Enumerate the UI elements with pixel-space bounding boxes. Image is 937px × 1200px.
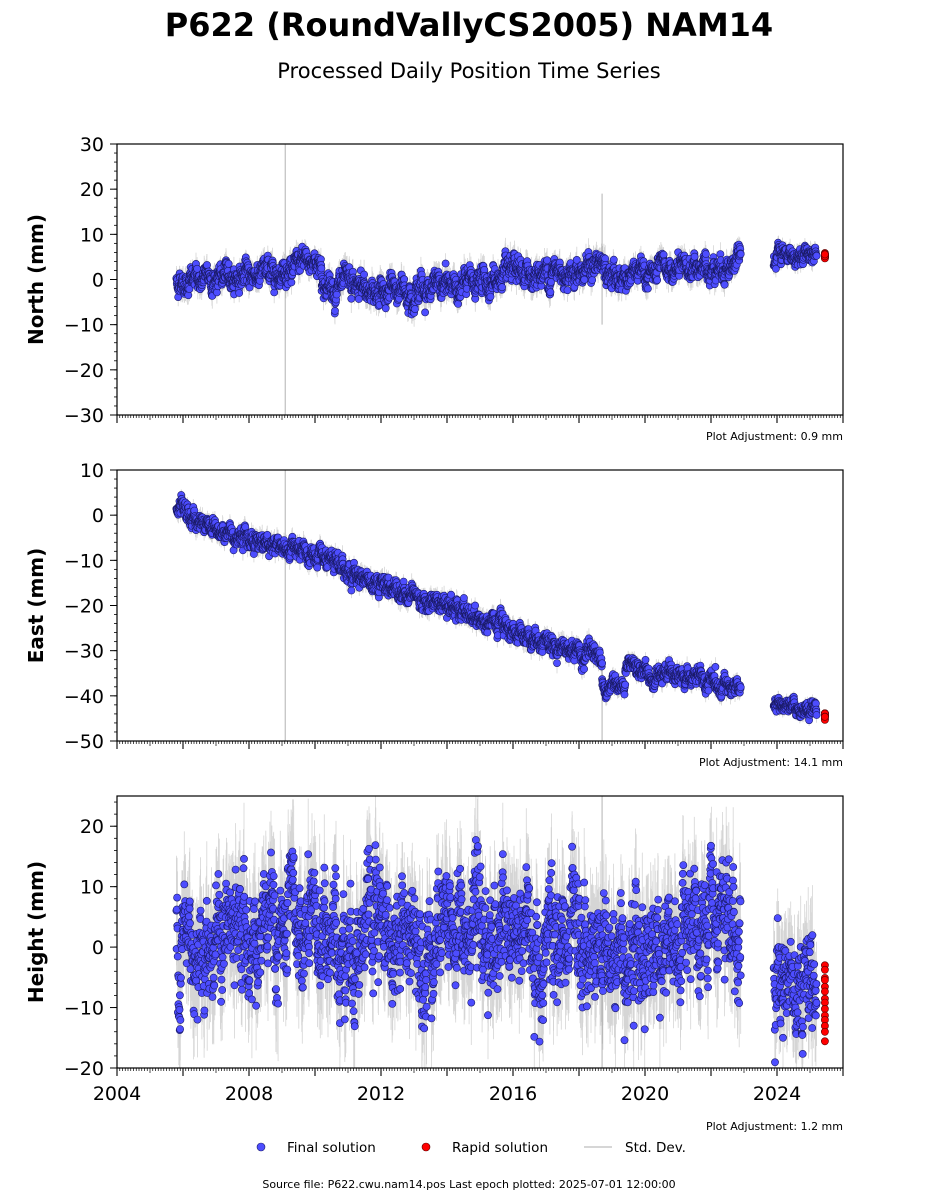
north-final-point (702, 250, 710, 258)
north-final-point (736, 250, 745, 258)
north-final-point (235, 289, 244, 297)
north-final-point (332, 290, 341, 299)
north-final-point (360, 270, 368, 279)
north-final-point (486, 292, 495, 301)
north-final-point (580, 275, 589, 284)
east-final-point (483, 628, 492, 637)
north-y-tick-label: 20 (80, 179, 104, 201)
north-plot-area (172, 144, 829, 415)
north-rapid-point (821, 250, 829, 259)
north-final-point (381, 304, 390, 313)
north-final-point (185, 285, 194, 293)
north-final-point (331, 306, 339, 315)
north-y-tick-label: 30 (80, 134, 104, 156)
north-final-point (454, 299, 462, 308)
east-final-point (347, 586, 356, 595)
north-final-point (411, 305, 419, 313)
east-final-point (471, 601, 479, 610)
north-final-point (347, 294, 356, 303)
north-final-point (572, 255, 581, 264)
north-y-tick-label: 10 (80, 224, 104, 246)
north-final-point (546, 288, 555, 297)
north-final-point (563, 286, 572, 295)
north-final-point (720, 280, 729, 289)
north-final-point (588, 276, 597, 284)
north-panel: −30 −20 −10 0 10 20 30 North (mm) (24, 134, 844, 427)
north-final-point (224, 259, 233, 268)
north-final-point (203, 261, 211, 269)
north-y-tick-label: −30 (64, 405, 104, 427)
north-final-point (421, 308, 429, 317)
north-y-axis-label: North (mm) (24, 214, 48, 345)
north-final-point (317, 264, 326, 273)
north-y-tick-label: 0 (92, 270, 104, 292)
north-final-point (644, 284, 652, 293)
north-final-point (812, 251, 821, 260)
north-final-point (659, 250, 668, 259)
north-final-point (653, 276, 662, 284)
north-final-point (772, 264, 780, 273)
east-final-point (313, 563, 322, 572)
north-final-point (441, 259, 450, 268)
north-final-point (498, 283, 506, 292)
east-final-point (553, 659, 561, 667)
east-final-point (459, 594, 468, 602)
north-rapid-points (821, 249, 829, 263)
chart-subtitle: Processed Daily Position Time Series (277, 59, 661, 83)
north-y-tick-label: −20 (64, 360, 104, 382)
north-final-point (354, 295, 363, 303)
east-final-points (172, 491, 821, 725)
north-y-tick-label: −10 (64, 315, 104, 337)
north-final-point (287, 278, 296, 287)
east-final-point (263, 531, 272, 539)
east-plot-area (172, 470, 829, 741)
north-final-point (609, 255, 618, 264)
east-final-point (580, 665, 588, 673)
north-final-points (172, 238, 821, 319)
north-final-point (690, 252, 699, 261)
chart-title: P622 (RoundVallyCS2005) NAM14 (165, 6, 773, 44)
